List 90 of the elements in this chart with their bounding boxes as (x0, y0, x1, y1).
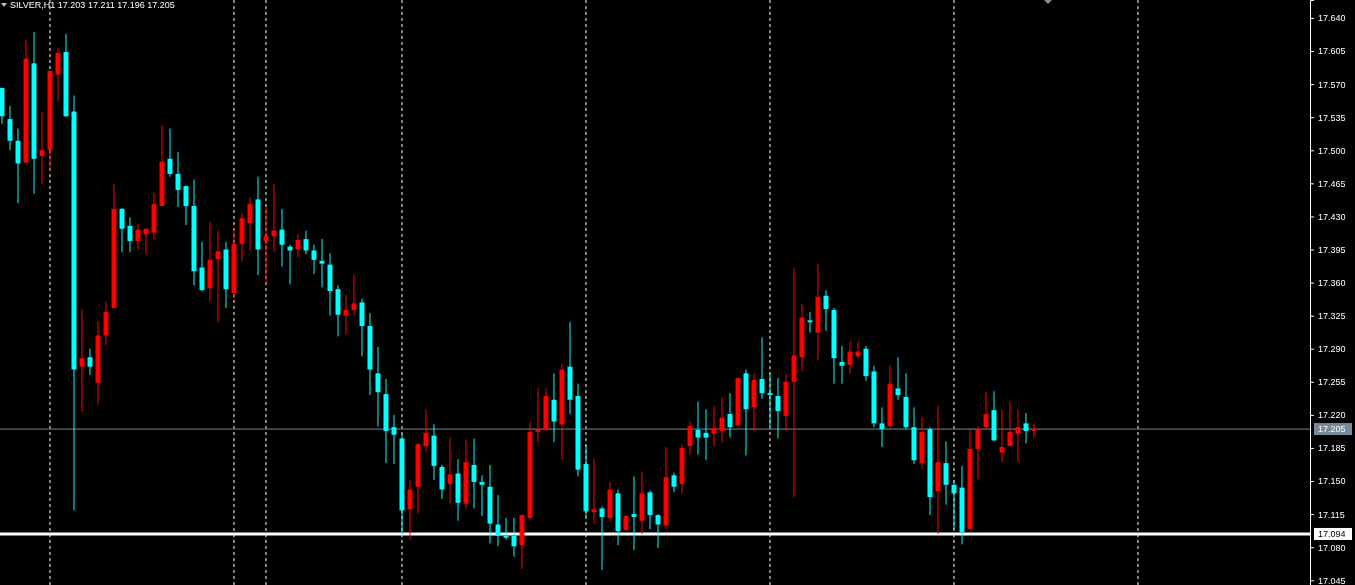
candlestick (87, 348, 93, 376)
candlestick (951, 479, 957, 530)
candlestick (1007, 401, 1013, 447)
candlestick (351, 274, 357, 317)
candlestick (39, 111, 45, 185)
candlestick (199, 241, 205, 292)
y-tick-label: 17.255 (1318, 377, 1346, 388)
candlestick (655, 513, 661, 549)
y-tick-label: 17.535 (1318, 112, 1346, 123)
candlestick (439, 464, 445, 500)
candlestick (247, 197, 253, 251)
candlestick (55, 47, 61, 102)
candlestick (311, 244, 317, 275)
y-tick-label: 17.290 (1318, 344, 1346, 355)
candlestick (839, 345, 845, 385)
candlestick (119, 207, 125, 253)
candlestick (591, 457, 597, 525)
candlestick (295, 233, 301, 258)
candlestick (647, 489, 653, 530)
candlestick (631, 475, 637, 551)
candlestick (671, 472, 677, 493)
candlestick (511, 517, 517, 558)
y-tick-label: 17.220 (1318, 410, 1346, 421)
candlestick (1031, 422, 1037, 439)
candlestick (7, 105, 13, 151)
candlestick (303, 230, 309, 255)
candlestick (975, 425, 981, 480)
ref-line-label: 17.205 (1318, 424, 1346, 435)
candlestick (551, 372, 557, 443)
candlestick (15, 128, 21, 204)
candlestick (447, 437, 453, 505)
candlestick (879, 406, 885, 448)
candlestick (175, 151, 181, 208)
candlestick (135, 223, 141, 250)
candlestick (711, 405, 717, 447)
candlestick (263, 206, 269, 285)
y-tick-label: 17.640 (1318, 13, 1346, 24)
candlestick (359, 298, 365, 357)
candlestick (503, 517, 509, 541)
y-tick-label: 17.080 (1318, 542, 1346, 553)
candlestick (103, 300, 109, 346)
candlestick (215, 230, 221, 323)
candlestick (719, 396, 725, 443)
candlestick (479, 474, 485, 517)
candlestick (943, 440, 949, 506)
y-tick-label: 17.465 (1318, 178, 1346, 189)
chart-title: SILVER,H1 17.203 17.211 17.196 17.205 (10, 0, 175, 10)
candlestick (1015, 408, 1021, 463)
candlestick (759, 336, 765, 400)
candlestick (807, 311, 813, 334)
candlestick (471, 438, 477, 509)
candlestick (687, 421, 693, 456)
candlestick (983, 391, 989, 431)
candlestick (599, 506, 605, 571)
y-tick-label: 17.500 (1318, 145, 1346, 156)
candlestick (703, 408, 709, 461)
y-tick-label: 17.395 (1318, 244, 1346, 255)
candlestick (695, 401, 701, 456)
y-tick-label: 17.325 (1318, 311, 1346, 322)
candlestick (343, 294, 349, 336)
candlestick (423, 408, 429, 453)
ref-line-label: 17.094 (1318, 529, 1346, 540)
candlestick (279, 208, 285, 268)
candlestick (407, 479, 413, 541)
candlestick (791, 267, 797, 498)
y-tick-label: 17.360 (1318, 277, 1346, 288)
y-tick-label: 17.185 (1318, 443, 1346, 454)
candlestick (823, 289, 829, 332)
candlestick (775, 377, 781, 440)
y-tick-label: 17.115 (1318, 509, 1345, 520)
candlestick (167, 128, 173, 178)
candlestick (319, 238, 325, 288)
candlestick (391, 414, 397, 465)
y-tick-label: 17.150 (1318, 476, 1346, 487)
y-tick-label: 17.430 (1318, 211, 1346, 222)
y-tick-label: 17.570 (1318, 79, 1346, 90)
candlestick (183, 184, 189, 226)
y-tick-label: 17.045 (1318, 575, 1346, 585)
candlestick (79, 308, 85, 413)
candlestick (895, 356, 901, 401)
candlestick (375, 346, 381, 427)
candlestick (535, 387, 541, 443)
candlestick (495, 494, 501, 547)
candlestick (727, 392, 733, 439)
candlestick (1023, 412, 1029, 444)
y-tick-label: 17.605 (1318, 46, 1346, 57)
candlestick (767, 373, 773, 428)
candlestick (127, 216, 133, 253)
candlestick (999, 408, 1005, 463)
candlestick (847, 340, 853, 375)
